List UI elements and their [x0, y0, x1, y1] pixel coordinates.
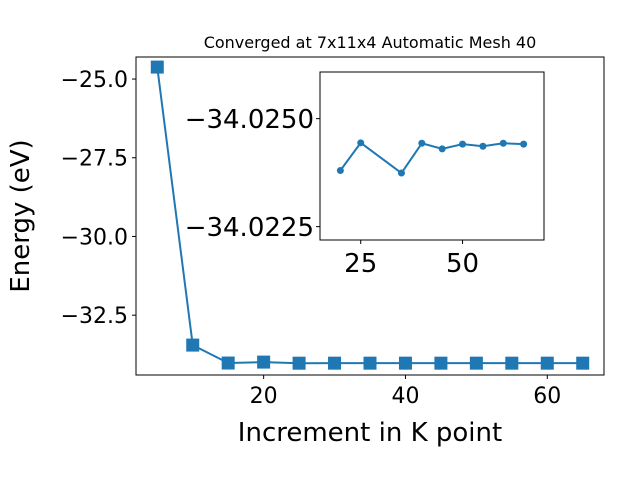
inset-data-point [357, 139, 365, 147]
main-data-point [150, 60, 164, 74]
main-y-tick-label: −30.0 [61, 225, 128, 250]
main-data-point [221, 356, 235, 370]
inset-x-tick-label: 50 [446, 249, 479, 279]
main-plot-frame [135, 56, 605, 376]
inset-data-point [336, 166, 344, 174]
inset-series-energy [336, 139, 528, 177]
inset-data-point [397, 169, 405, 177]
main-x-tick-label: 20 [250, 384, 278, 409]
inset-x-tick-label: 25 [344, 249, 377, 279]
main-data-point [434, 356, 448, 370]
inset-data-point [479, 142, 487, 150]
chart-title: Converged at 7x11x4 Automatic Mesh 40 [204, 33, 537, 52]
inset-y-tick-label: −34.0250 [185, 105, 314, 135]
main-data-point [505, 356, 519, 370]
main-data-point [186, 338, 200, 352]
inset-data-point [459, 140, 467, 148]
main-data-point [292, 356, 306, 370]
main-data-point [363, 356, 377, 370]
main-y-tick-label: −32.5 [61, 304, 128, 329]
inset-data-point [418, 139, 426, 147]
main-data-point [328, 356, 342, 370]
main-axis-ticks: 20 40 60 −25.0 −27.5 −30.0 −32.5 [61, 68, 562, 409]
x-axis-label: Increment in K point [238, 418, 502, 448]
inset-axis-ticks: 25 50 −34.0250 −34.0225 [185, 105, 479, 279]
inset-y-tick-label: −34.0225 [185, 213, 314, 243]
main-x-tick-label: 60 [533, 384, 561, 409]
inset-data-point [499, 139, 507, 147]
main-data-point [540, 356, 554, 370]
main-data-point [576, 356, 590, 370]
main-data-point [469, 356, 483, 370]
inset-data-point [438, 145, 446, 153]
main-data-point [398, 356, 412, 370]
main-y-tick-label: −25.0 [61, 68, 128, 93]
main-y-tick-label: −27.5 [61, 147, 128, 172]
main-x-tick-label: 40 [391, 384, 419, 409]
inset-data-point [520, 140, 528, 148]
inset-plot-frame [319, 71, 545, 241]
main-data-point [257, 355, 271, 369]
main-series-energy [150, 60, 590, 370]
y-axis-label: Energy (eV) [6, 139, 36, 292]
